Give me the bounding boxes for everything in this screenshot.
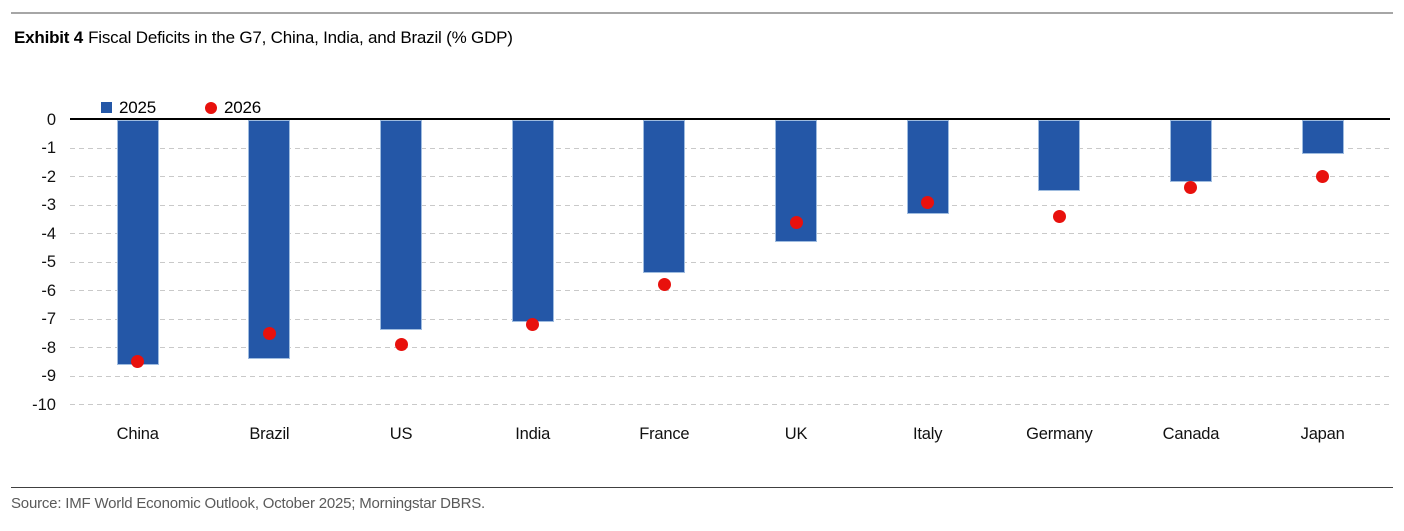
blue-square-legend-marker bbox=[101, 102, 112, 113]
legend-label-2025: 2025 bbox=[119, 97, 157, 117]
x-label-uk: UK bbox=[784, 425, 808, 443]
bar-2025-india bbox=[511, 120, 554, 322]
dot-2026-brazil bbox=[262, 326, 276, 340]
bar-2025-germany bbox=[1038, 120, 1081, 191]
dot-2026-france bbox=[657, 278, 671, 292]
y-tick-neg-9: -9 bbox=[41, 367, 56, 385]
bar-2025-canada bbox=[1169, 120, 1212, 183]
gridline-neg-4 bbox=[70, 233, 1390, 234]
legend-label-2026: 2026 bbox=[224, 97, 262, 117]
x-label-japan: Japan bbox=[1300, 425, 1345, 443]
x-label-brazil: Brazil bbox=[249, 425, 290, 443]
y-tick-neg-8: -8 bbox=[41, 338, 56, 357]
dot-2026-india bbox=[526, 318, 540, 332]
exhibit-number: Exhibit 4 bbox=[14, 28, 84, 47]
dot-2026-us bbox=[394, 338, 408, 352]
gridline-neg-2 bbox=[70, 176, 1390, 177]
y-tick-neg-10: -10 bbox=[32, 395, 56, 414]
y-tick-neg-2: -2 bbox=[41, 167, 56, 186]
gridline-neg-7 bbox=[70, 318, 1390, 320]
top-rule-divider bbox=[11, 12, 1393, 14]
dot-2026-china bbox=[131, 355, 145, 369]
legend-item-2026: 2026 bbox=[205, 97, 262, 117]
dot-2026-japan bbox=[1316, 170, 1330, 183]
x-label-china: China bbox=[116, 425, 159, 443]
bar-2025-china bbox=[116, 120, 159, 365]
gridline-neg-5 bbox=[70, 261, 1390, 263]
x-label-france: France bbox=[639, 425, 690, 443]
legend-item-2025: 2025 bbox=[101, 97, 157, 117]
x-label-germany: Germany bbox=[1026, 425, 1093, 443]
x-label-us: US bbox=[389, 425, 413, 443]
y-tick-neg-7: -7 bbox=[41, 310, 56, 328]
dot-2026-germany bbox=[1052, 209, 1066, 223]
source-note: Source: IMF World Economic Outlook, Octo… bbox=[11, 495, 486, 512]
y-tick-neg-4: -4 bbox=[41, 224, 56, 243]
bar-2025-us bbox=[380, 120, 423, 331]
dot-2026-uk bbox=[789, 215, 803, 229]
gridline-neg-1 bbox=[70, 147, 1390, 149]
y-tick-neg-1: -1 bbox=[41, 139, 56, 157]
bar-2025-italy bbox=[906, 120, 949, 214]
y-tick-neg-3: -3 bbox=[41, 196, 56, 214]
bar-2025-france bbox=[643, 120, 686, 274]
bottom-rule-divider bbox=[11, 487, 1393, 488]
dot-2026-canada bbox=[1184, 181, 1198, 195]
x-label-italy: Italy bbox=[913, 425, 943, 443]
zero-axis-line bbox=[70, 118, 1390, 120]
y-tick-neg-6: -6 bbox=[41, 281, 56, 300]
red-circle-legend-marker bbox=[205, 101, 217, 114]
gridline-neg-6 bbox=[70, 290, 1390, 291]
gridline-neg-9 bbox=[70, 375, 1390, 377]
gridline-neg-3 bbox=[70, 204, 1390, 206]
y-tick-0: 0 bbox=[46, 110, 56, 129]
dot-2026-italy bbox=[921, 195, 935, 209]
title-text: Fiscal Deficits in the G7, China, India,… bbox=[88, 28, 513, 47]
x-label-india: India bbox=[515, 425, 551, 443]
gridline-neg-8 bbox=[70, 347, 1390, 348]
bar-2025-brazil bbox=[248, 120, 291, 359]
bar-2025-japan bbox=[1301, 120, 1344, 154]
y-tick-neg-5: -5 bbox=[41, 253, 56, 271]
gridline-neg-10 bbox=[70, 404, 1390, 405]
x-label-canada: Canada bbox=[1162, 425, 1220, 443]
page-title: Exhibit 4 Fiscal Deficits in the G7, Chin… bbox=[14, 28, 513, 48]
